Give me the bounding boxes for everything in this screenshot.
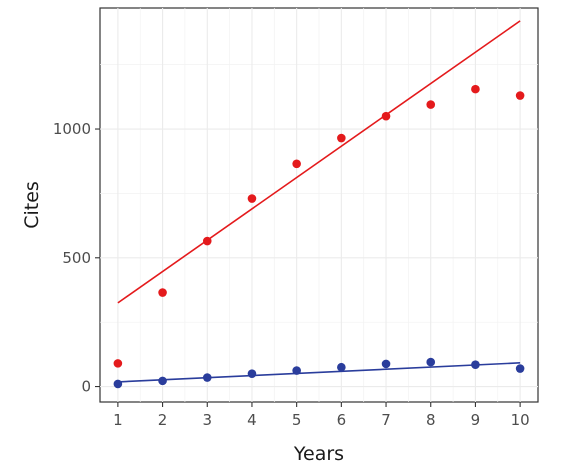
x-axis-title: Years <box>293 443 344 465</box>
data-point-series-1 <box>337 133 346 143</box>
data-point-series-1 <box>426 100 436 109</box>
x-tick-label: 7 <box>381 411 391 429</box>
data-point-series-2 <box>113 379 123 389</box>
data-point-series-2 <box>247 369 257 378</box>
x-tick-label: 3 <box>202 411 212 429</box>
data-point-series-2 <box>158 376 167 386</box>
x-tick-label: 1 <box>113 411 123 429</box>
data-point-series-1 <box>202 236 212 246</box>
x-tick-label: 6 <box>337 411 347 429</box>
fit-line-series-1 <box>117 20 521 304</box>
data-points <box>113 84 525 389</box>
data-point-series-2 <box>471 360 480 369</box>
data-point-series-1 <box>113 359 123 368</box>
x-tick-label: 9 <box>471 411 481 429</box>
data-point-series-2 <box>292 366 301 375</box>
data-point-series-2 <box>202 373 212 382</box>
fit-line-series-2 <box>117 362 521 383</box>
y-tick-label: 0 <box>81 378 91 396</box>
data-point-series-1 <box>381 111 391 121</box>
y-tick-label: 500 <box>62 249 91 267</box>
data-point-series-1 <box>158 288 167 297</box>
y-axis-title: Cites <box>21 181 43 229</box>
data-point-series-1 <box>292 159 301 169</box>
data-point-series-1 <box>247 194 257 203</box>
data-point-series-2 <box>426 357 436 367</box>
data-point-series-2 <box>337 362 346 372</box>
axes: 1 2 3 4 5 6 7 8 9 10 0 500 1000 <box>53 120 530 429</box>
x-tick-label: 8 <box>426 411 436 429</box>
data-point-series-2 <box>515 364 525 373</box>
y-tick-label: 1000 <box>53 120 91 138</box>
fit-lines <box>117 20 521 383</box>
x-tick-label: 2 <box>158 411 168 429</box>
x-tick-label: 5 <box>292 411 302 429</box>
data-point-series-1 <box>515 91 525 100</box>
data-point-series-1 <box>471 84 480 94</box>
x-tick-label: 10 <box>511 411 530 429</box>
x-tick-label: 4 <box>247 411 257 429</box>
data-point-series-2 <box>381 359 391 369</box>
grid-lines <box>100 8 538 402</box>
